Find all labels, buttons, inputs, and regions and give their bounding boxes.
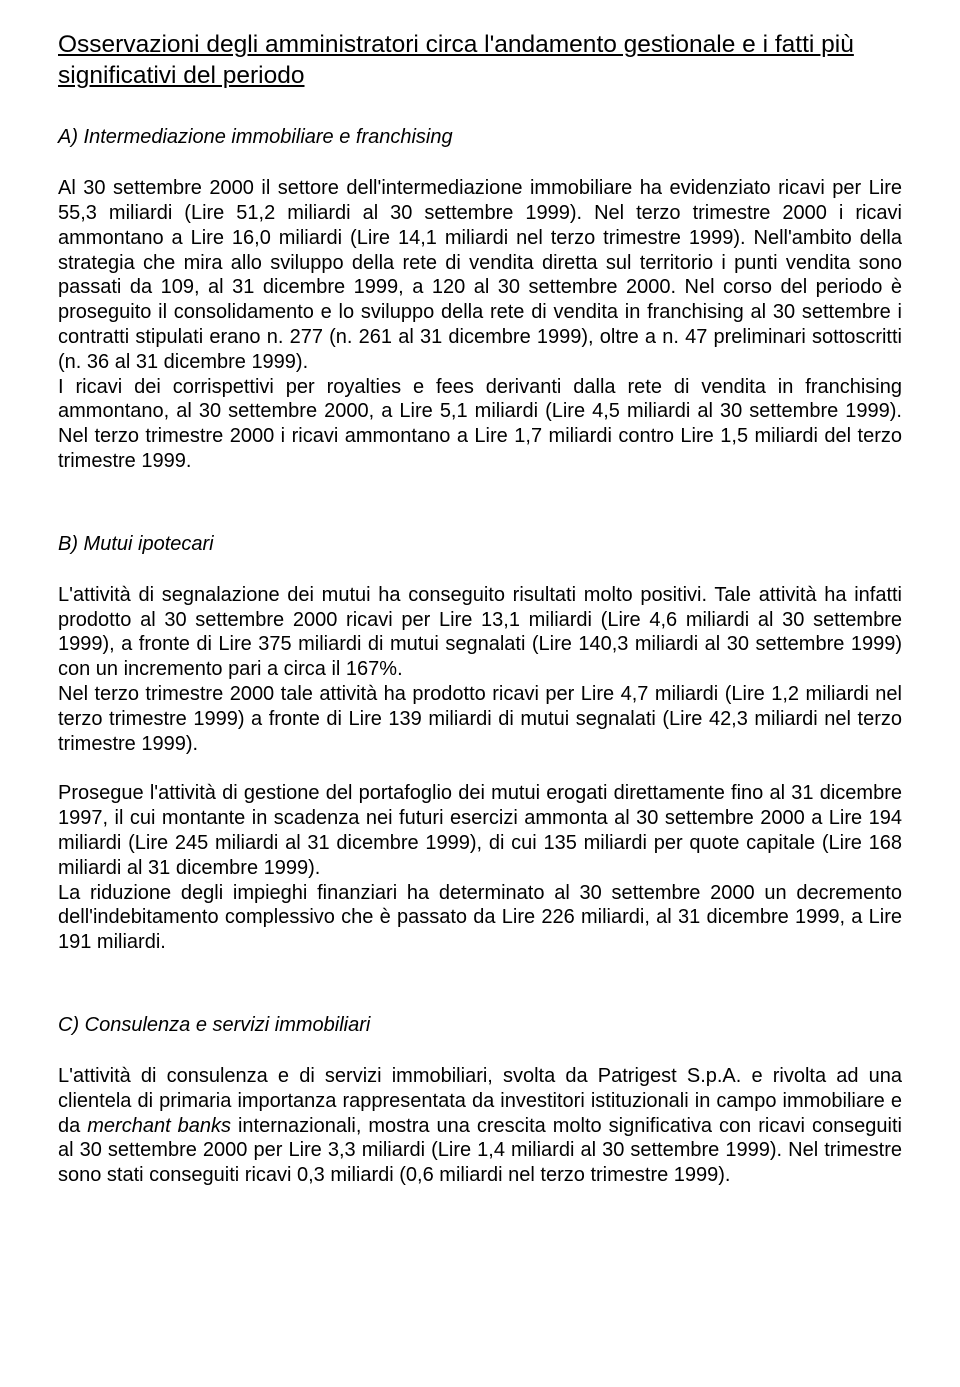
section-a-label: A) Intermediazione immobiliare e franchi…	[58, 125, 902, 150]
section-c-paragraph-1: L'attività di consulenza e di servizi im…	[58, 1064, 902, 1188]
section-b-paragraph-2: Prosegue l'attività di gestione del port…	[58, 781, 902, 955]
section-b-label: B) Mutui ipotecari	[58, 532, 902, 557]
section-b-paragraph-1: L'attività di segnalazione dei mutui ha …	[58, 583, 902, 757]
document-title: Osservazioni degli amministratori circa …	[58, 30, 902, 91]
section-c-label: C) Consulenza e servizi immobiliari	[58, 1013, 902, 1038]
section-a-paragraph-1: Al 30 settembre 2000 il settore dell'int…	[58, 176, 902, 474]
